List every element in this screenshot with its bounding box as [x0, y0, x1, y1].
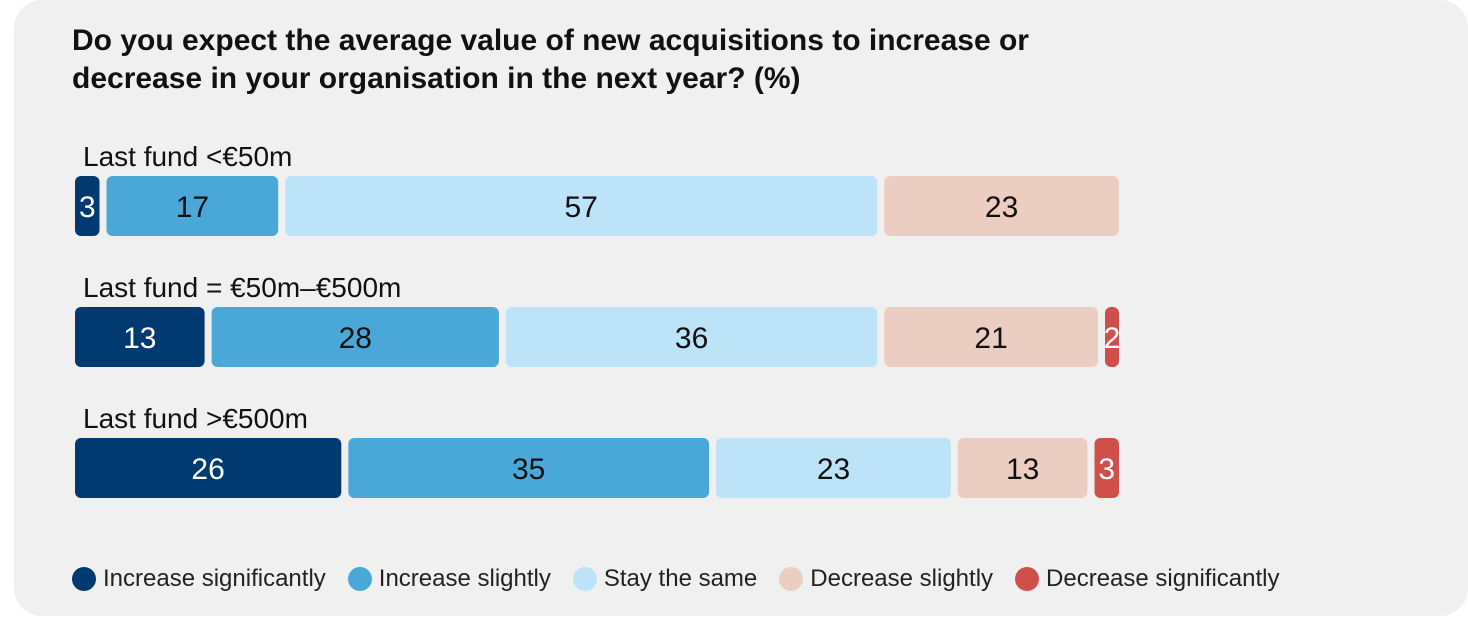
bar-segment	[211, 307, 499, 367]
legend-swatch	[347, 567, 372, 591]
chart-title: Do you expect the average value of new a…	[72, 22, 1272, 98]
bar-segment	[884, 176, 1119, 236]
bar-segment	[505, 307, 878, 367]
bar-segment	[957, 438, 1088, 498]
category-label: Last fund <€50m	[83, 141, 292, 172]
data-label: 36	[675, 322, 708, 355]
data-label: 21	[974, 322, 1007, 355]
chart-title-line-1: Do you expect the average value of new a…	[72, 24, 1029, 57]
data-label: 13	[123, 322, 156, 355]
category-label: Last fund = €50m–€500m	[83, 272, 401, 303]
legend-swatch	[779, 567, 804, 591]
chart-title-line-2: decrease in your organisation in the nex…	[72, 62, 801, 95]
legend-label: Increase slightly	[378, 565, 551, 592]
data-label: 3	[1098, 453, 1115, 486]
data-label: 23	[817, 453, 850, 486]
bar-segment	[75, 176, 100, 236]
bar-segment	[1094, 438, 1119, 498]
legend-item: Increase slightly	[347, 565, 551, 593]
legend-item: Decrease slightly	[779, 565, 993, 593]
legend-item: Increase significantly	[72, 565, 326, 593]
legend-swatch	[572, 567, 597, 591]
legend-label: Increase significantly	[103, 565, 326, 592]
bar-segment	[716, 438, 951, 498]
data-label: 2	[1104, 322, 1121, 355]
legend-item: Decrease significantly	[1015, 565, 1279, 593]
bar-segment	[75, 438, 342, 498]
legend-swatch	[1015, 567, 1040, 591]
chart-legend: Increase significantly Increase slightly S…	[72, 562, 1279, 596]
data-label: 26	[191, 453, 224, 486]
bar-segment	[106, 176, 279, 236]
data-label: 35	[512, 453, 545, 486]
legend-swatch	[72, 567, 96, 591]
data-label: 17	[176, 191, 209, 224]
data-label: 13	[1006, 453, 1039, 486]
legend-label: Decrease significantly	[1046, 565, 1280, 592]
legend-label: Decrease slightly	[810, 565, 994, 592]
bar-segment	[75, 307, 205, 367]
bar-segment	[884, 307, 1098, 367]
data-label: 23	[985, 191, 1018, 224]
bar-segment	[1105, 307, 1119, 367]
data-label: 3	[79, 191, 96, 224]
data-label: 57	[565, 191, 598, 224]
legend-item: Stay the same	[572, 565, 758, 593]
legend-label: Stay the same	[603, 565, 758, 592]
bar-segment	[285, 176, 878, 236]
category-label: Last fund >€500m	[83, 403, 308, 434]
bar-segment	[348, 438, 710, 498]
data-label: 28	[339, 322, 372, 355]
